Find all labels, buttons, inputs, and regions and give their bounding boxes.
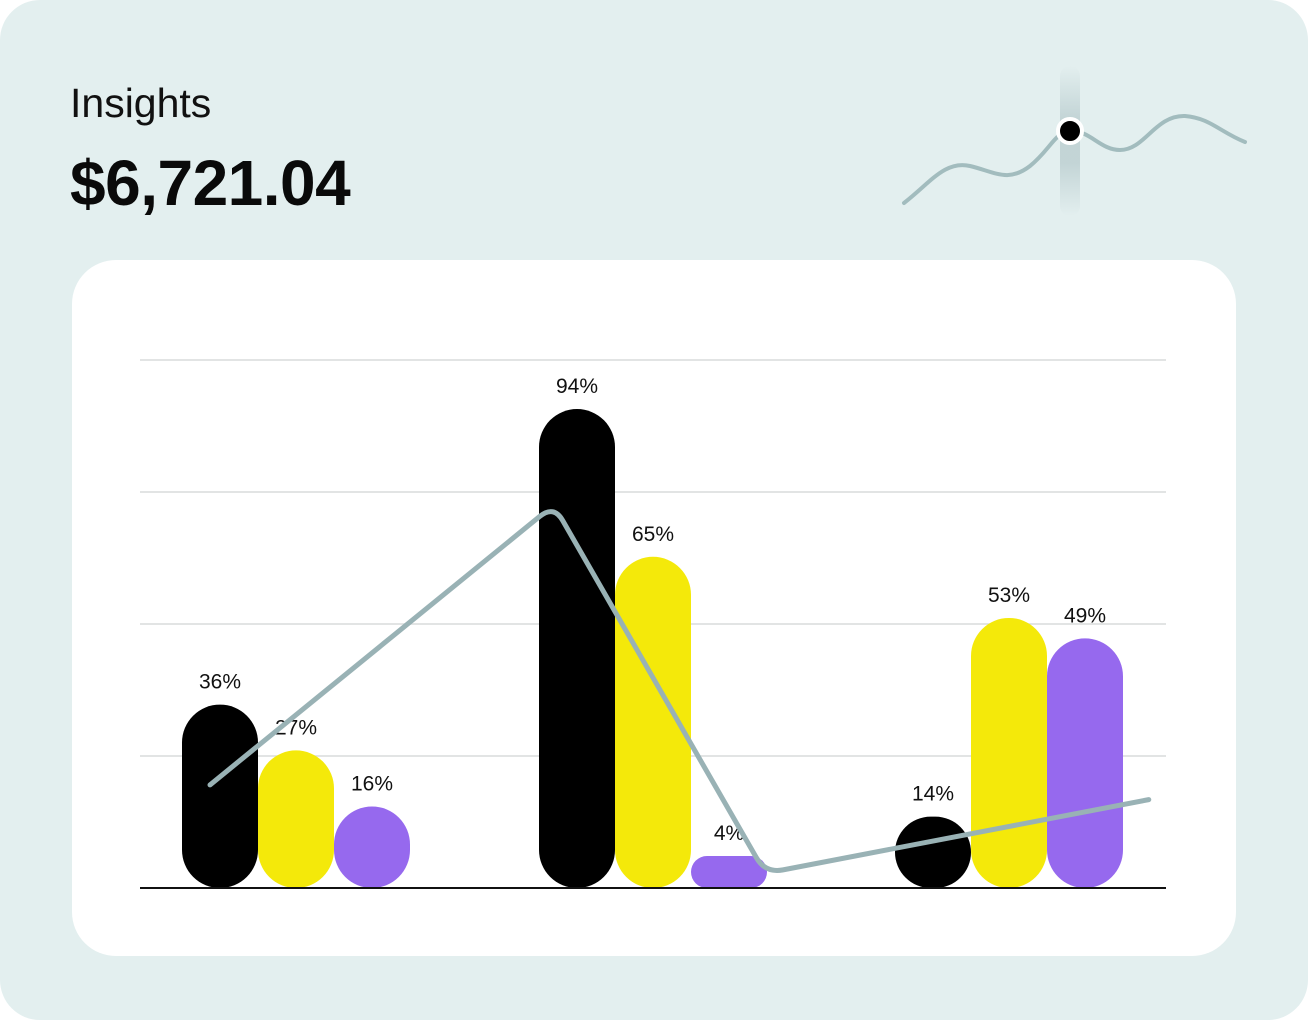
bar-value-label: 49%	[1064, 604, 1106, 627]
bar-value-label: 14%	[912, 783, 954, 806]
sparkline-icon	[902, 66, 1247, 216]
chart-bars	[182, 409, 1123, 888]
bar-value-label: 16%	[351, 772, 393, 795]
bar-2-0[interactable]	[895, 816, 971, 888]
bar-1-0[interactable]	[539, 409, 615, 888]
bar-value-label: 65%	[632, 523, 674, 546]
bar-2-2[interactable]	[1047, 638, 1123, 888]
bar-0-2[interactable]	[334, 806, 410, 888]
bar-value-label: 94%	[556, 375, 598, 398]
sparkline-marker[interactable]	[1056, 117, 1084, 145]
bar-0-1[interactable]	[258, 750, 334, 888]
chart-panel: 36% 27% 16% 94% 65% 4% 14% 53% 49%	[72, 260, 1236, 956]
chart-value-labels: 36%27%16%94%65%4%14%53%49%	[199, 375, 1106, 845]
bar-chart: 36%27%16%94%65%4%14%53%49%	[140, 359, 1166, 889]
bar-0-0[interactable]	[182, 704, 258, 888]
bar-value-label: 53%	[988, 584, 1030, 607]
bar-value-label: 36%	[199, 671, 241, 694]
card-title: Insights	[70, 80, 212, 126]
trend-line	[207, 509, 1152, 873]
bar-1-2[interactable]	[691, 856, 767, 888]
total-amount: $6,721.04	[70, 147, 351, 219]
chart-trend-line	[207, 509, 1152, 873]
bar-2-1[interactable]	[971, 617, 1047, 888]
bar-1-1[interactable]	[615, 556, 691, 888]
